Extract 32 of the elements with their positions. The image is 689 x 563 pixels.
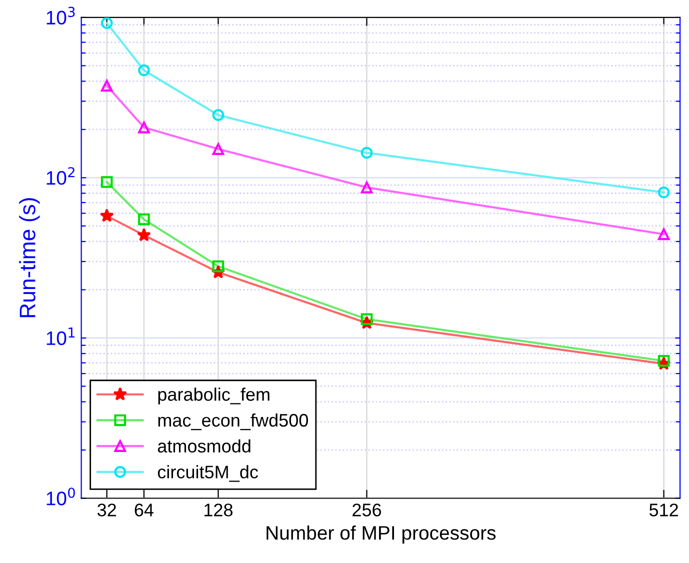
point (360, 182, 373, 194)
y-axis-title: Run-time (s) (19, 198, 40, 318)
point (100, 208, 114, 222)
point (100, 80, 113, 92)
point (360, 146, 373, 159)
y-tick-label: 10$^{0}$ (46, 488, 75, 506)
point (100, 176, 113, 188)
point (138, 122, 150, 134)
x-tick-label: 512 (649, 504, 678, 516)
point (100, 17, 113, 29)
y-tick-label: 10$^{3}$ (46, 6, 75, 25)
point (658, 228, 670, 240)
point (360, 313, 373, 326)
legend-label: atmosmodd (158, 439, 250, 453)
x-tick-label: 32 (97, 504, 116, 516)
x-tick-label: 128 (204, 504, 232, 516)
point (138, 213, 150, 226)
x-tick-label: 64 (134, 504, 154, 516)
x-axis-title: Number of MPI processors (266, 526, 496, 544)
point (212, 143, 224, 155)
legend-label: circuit5M_dc (158, 465, 258, 482)
x-tick-label: 256 (352, 504, 382, 516)
y-tick-label: 10$^{2}$ (46, 167, 74, 185)
point (212, 260, 224, 272)
point (138, 64, 150, 76)
point (136, 228, 151, 242)
point (658, 354, 670, 367)
point (212, 109, 224, 121)
legend-label: parabolic_fem (158, 388, 270, 404)
y-tick-label: 10$^{1}$ (46, 328, 75, 346)
point (658, 186, 670, 198)
legend-label: mac_econ_fwd500 (158, 413, 308, 430)
